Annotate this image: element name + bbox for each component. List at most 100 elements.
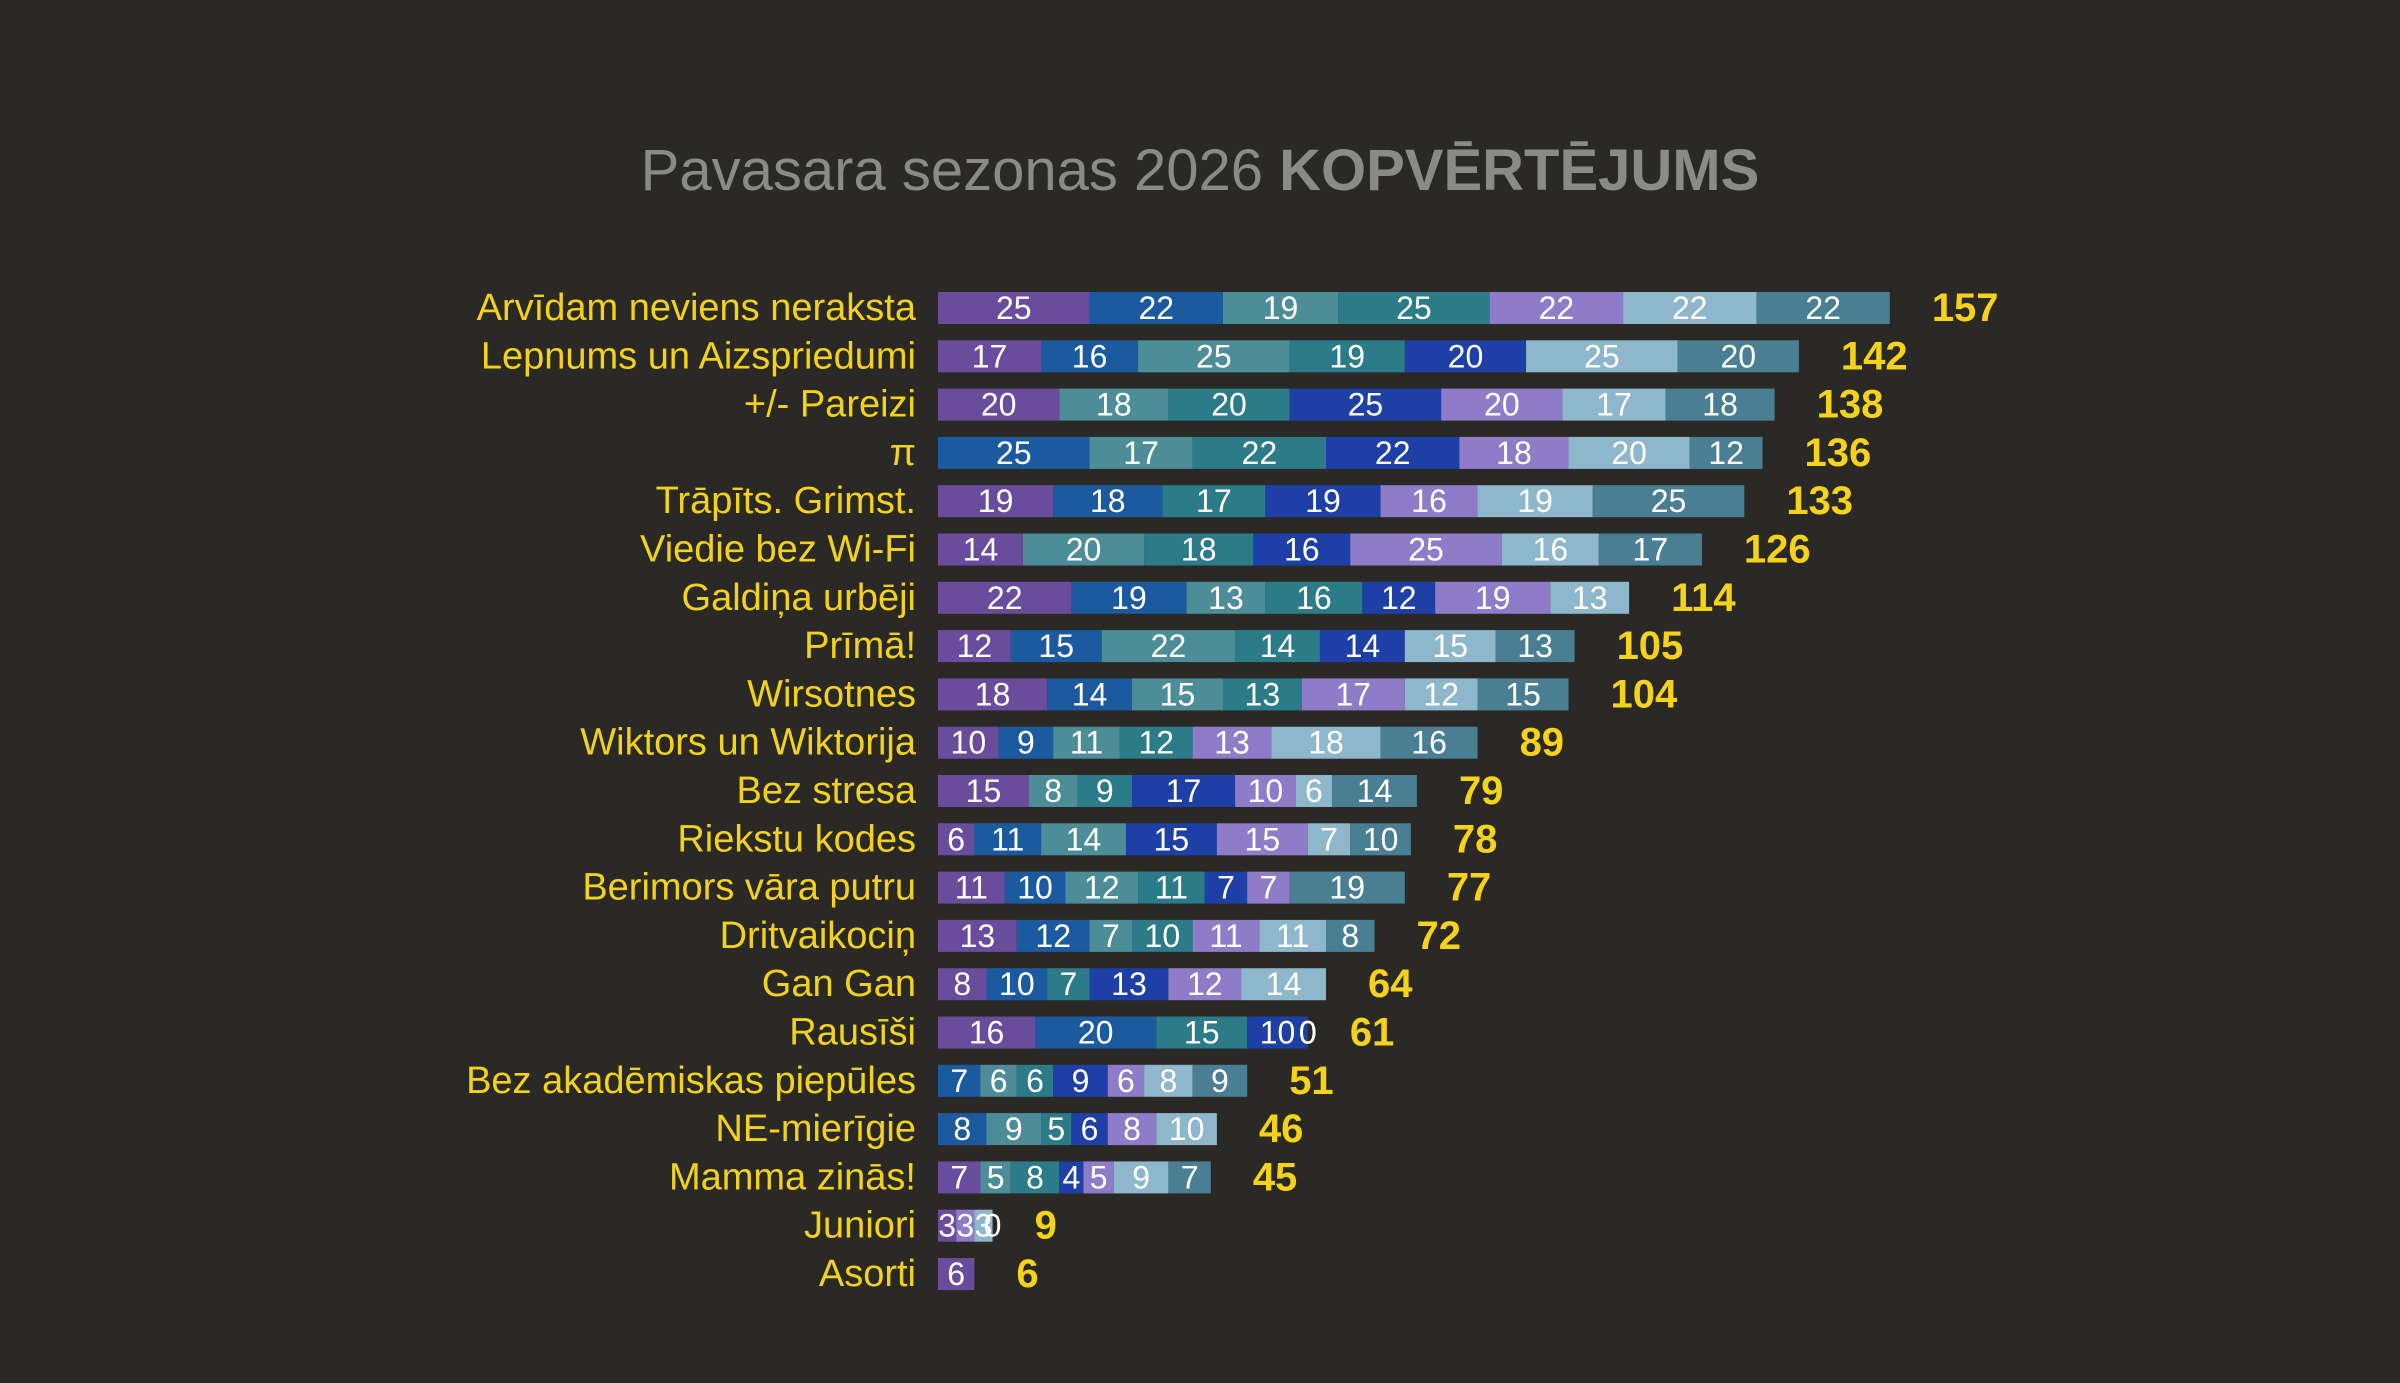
value-label: 16	[1533, 532, 1569, 568]
value-label: 22	[1242, 435, 1278, 471]
bar-segment	[1168, 1161, 1211, 1194]
value-label: 14	[1266, 966, 1302, 1002]
value-label: 14	[1357, 773, 1393, 809]
value-label: 10	[1260, 1015, 1296, 1051]
value-label: 13	[1111, 966, 1147, 1002]
bar-segment	[1125, 823, 1217, 856]
category-label: Viedie bez Wi-Fi	[640, 529, 916, 571]
bar-segment	[1028, 775, 1078, 807]
bar-segment	[1119, 726, 1193, 759]
bar-segment	[1138, 871, 1205, 904]
value-label: 20	[1078, 1015, 1114, 1051]
bar-segment	[986, 968, 1048, 1001]
bar-segment	[1247, 1016, 1308, 1049]
bar-segment	[1404, 678, 1478, 711]
bar-segment	[938, 436, 1090, 469]
value-label: 12	[1381, 580, 1417, 616]
bar-segment	[956, 1209, 975, 1242]
bar-segment	[1404, 340, 1527, 373]
total-label: 46	[1259, 1107, 1304, 1151]
category-label: Asorti	[819, 1253, 916, 1295]
value-label: 9	[1132, 1159, 1150, 1195]
bar-segment	[1380, 485, 1478, 518]
value-label: 4	[1062, 1159, 1080, 1195]
bar-segment	[1222, 678, 1302, 711]
value-label: 7	[1320, 821, 1338, 857]
value-label: 18	[975, 676, 1011, 712]
value-label: 10	[951, 725, 987, 761]
value-label: 14	[1066, 821, 1102, 857]
total-label: 77	[1447, 866, 1492, 910]
bar-segment	[974, 1209, 993, 1242]
total-label: 136	[1805, 431, 1872, 475]
value-label: 17	[972, 338, 1008, 374]
chart-title: Pavasara sezonas 2026 KOPVĒRTĒJUMS	[641, 138, 1760, 203]
bar-segment	[1235, 630, 1320, 663]
value-label: 20	[1611, 435, 1647, 471]
value-label: 0	[1299, 1015, 1317, 1051]
value-label: 9	[1211, 1063, 1229, 1099]
value-label: 15	[1160, 676, 1196, 712]
category-label: Wiktors un Wiktorija	[580, 722, 917, 764]
value-label: 9	[1096, 773, 1114, 809]
bar-segment	[1047, 968, 1090, 1001]
value-label: 10	[999, 966, 1035, 1002]
bar-segment	[1265, 485, 1381, 518]
bar-segment	[1259, 919, 1326, 952]
value-label: 7	[1217, 870, 1235, 906]
bar-segment	[1253, 533, 1351, 566]
bar-segment	[1435, 581, 1551, 614]
category-label: NE-mierīgie	[715, 1108, 916, 1150]
bar-segment	[938, 630, 1011, 663]
bar-segment	[1477, 678, 1569, 711]
category-label: π	[890, 432, 916, 474]
value-label: 11	[955, 870, 988, 906]
value-label: 18	[1496, 435, 1532, 471]
bar-segment	[1756, 292, 1890, 324]
value-label: 3	[938, 1208, 956, 1244]
bar-segment	[1053, 485, 1163, 518]
bar-segment	[1332, 775, 1417, 807]
value-label: 19	[1329, 338, 1365, 374]
category-label: Rausīši	[789, 1012, 916, 1054]
value-label: 12	[1423, 676, 1459, 712]
total-label: 79	[1459, 769, 1504, 813]
value-label: 10	[1169, 1111, 1205, 1147]
bar-segment	[1326, 919, 1375, 952]
category-label: Juniori	[804, 1205, 916, 1247]
value-label: 6	[947, 1256, 965, 1292]
value-label: 18	[1181, 532, 1217, 568]
bar-segment	[1041, 1113, 1072, 1146]
value-label: 6	[1081, 1111, 1099, 1147]
bar-segment	[938, 823, 975, 856]
value-label: 20	[1484, 387, 1520, 423]
bar-segment	[1192, 1064, 1248, 1097]
bar-segment	[938, 340, 1042, 373]
value-label: 11	[1070, 725, 1103, 761]
total-label: 157	[1932, 286, 1999, 330]
value-label: 13	[1245, 676, 1281, 712]
value-label: 25	[996, 435, 1032, 471]
bar-segment	[1623, 292, 1757, 324]
value-label: 16	[1411, 483, 1447, 519]
value-label: 6	[1026, 1063, 1044, 1099]
bar-segment	[1665, 388, 1775, 421]
bar-segment	[1168, 388, 1290, 421]
value-label: 22	[1672, 290, 1708, 326]
bar-segment	[1307, 823, 1351, 856]
bar-segment	[1132, 775, 1236, 807]
bar-segment	[1016, 919, 1090, 952]
value-label: 9	[1072, 1063, 1090, 1099]
value-label: 0	[984, 1208, 1002, 1244]
value-label: 19	[1329, 870, 1365, 906]
value-label: 19	[1475, 580, 1511, 616]
bar-segment	[938, 871, 1005, 904]
value-label: 7	[1260, 870, 1278, 906]
value-label: 6	[1305, 773, 1323, 809]
bar-segment	[1192, 919, 1260, 952]
value-label: 20	[1066, 532, 1102, 568]
bar-segment	[1265, 581, 1363, 614]
bar-segment	[938, 1064, 981, 1097]
value-label: 22	[987, 580, 1023, 616]
